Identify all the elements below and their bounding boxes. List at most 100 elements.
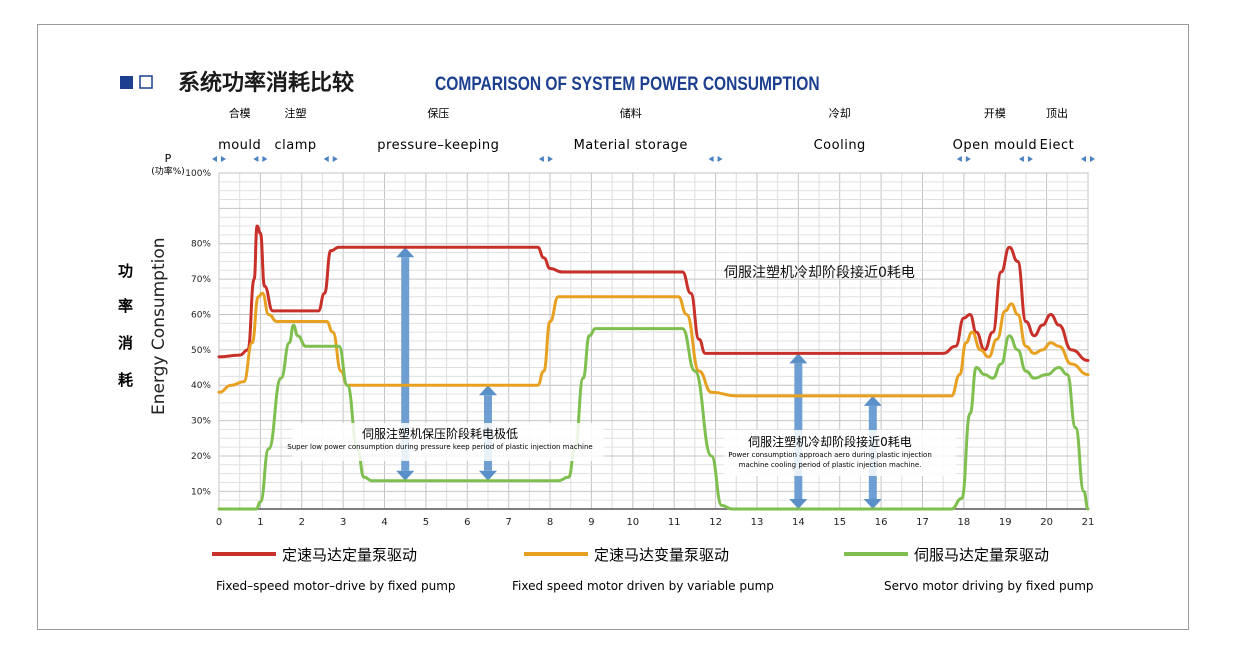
phase-boundary-marker bbox=[956, 156, 962, 162]
x-tick-label: 0 bbox=[216, 517, 222, 528]
cool-annotation-box: 伺服注塑机冷却阶段接近0耗电 Power consumption approac… bbox=[724, 430, 956, 476]
phase-boundary-marker bbox=[1090, 156, 1095, 162]
phase-boundary-marker bbox=[332, 156, 338, 162]
phase-label-cn: 注塑 bbox=[285, 106, 307, 120]
x-tick-label: 11 bbox=[668, 517, 681, 528]
phase-label-cn: 储料 bbox=[620, 106, 642, 120]
x-tick-label: 10 bbox=[626, 517, 639, 528]
phase-boundary-marker bbox=[212, 156, 217, 162]
cooling-note: 伺服注塑机冷却阶段接近0耗电 bbox=[724, 264, 915, 281]
x-tick-label: 9 bbox=[588, 517, 594, 528]
y-tick-label: 70% bbox=[191, 275, 211, 285]
phase-boundary-marker bbox=[323, 156, 329, 162]
x-tick-label: 3 bbox=[340, 517, 346, 528]
hold-box-bg bbox=[292, 423, 604, 461]
y-tick-label: 100% bbox=[185, 169, 211, 179]
arrow-cool-main-head-up bbox=[789, 353, 808, 364]
phase-boundary-marker bbox=[965, 156, 971, 162]
y-axis-label-cn: 功 率 消 耗 bbox=[118, 262, 133, 389]
y-label-cn-0: 功 bbox=[118, 262, 133, 280]
phase-label-en: Material storage bbox=[574, 138, 688, 153]
legend-item-fixed-fixed: 定速马达定量泵驱动 Fixed–speed motor–drive by fix… bbox=[212, 546, 456, 593]
phase-label-en: Cooling bbox=[814, 138, 866, 153]
phase-boundary-marker bbox=[708, 156, 714, 162]
y-tick-label: 40% bbox=[191, 381, 211, 391]
legend-en-0: Fixed–speed motor–drive by fixed pump bbox=[216, 579, 456, 593]
phase-label-en: Open mould bbox=[953, 138, 1038, 153]
x-tick-label: 8 bbox=[547, 517, 553, 528]
phase-boundary-marker bbox=[221, 156, 226, 162]
x-tick-label: 15 bbox=[833, 517, 846, 528]
x-tick-label: 2 bbox=[299, 517, 305, 528]
x-tick-label: 19 bbox=[999, 517, 1012, 528]
phase-label-en: pressure–keeping bbox=[377, 138, 499, 153]
phase-label-cn: 顶出 bbox=[1046, 106, 1068, 120]
phase-boundary-marker bbox=[1081, 156, 1086, 162]
y-tick-label: 80% bbox=[191, 240, 211, 250]
title-cn: 系统功率消耗比较 bbox=[178, 70, 354, 96]
arrow-hold-sub-head-down bbox=[478, 470, 497, 481]
phase-label-en: clamp bbox=[274, 138, 316, 153]
phase-boundary-marker bbox=[538, 156, 544, 162]
power-consumption-chart: 系统功率消耗比较 COMPARISON OF SYSTEM POWER CONS… bbox=[118, 70, 1095, 593]
y-tick-label: 50% bbox=[191, 346, 211, 356]
y-tick-label: 10% bbox=[191, 487, 211, 497]
legend-cn-0: 定速马达定量泵驱动 bbox=[282, 546, 417, 564]
hold-box-cn: 伺服注塑机保压阶段耗电极低 bbox=[362, 426, 518, 441]
legend-en-2: Servo motor driving by fixed pump bbox=[884, 579, 1094, 593]
x-tick-label: 1 bbox=[257, 517, 263, 528]
legend-cn-2: 伺服马达定量泵驱动 bbox=[914, 546, 1049, 564]
y-tick-label: 20% bbox=[191, 452, 211, 462]
phase-boundary-marker bbox=[1018, 156, 1024, 162]
y-tick-label: 60% bbox=[191, 310, 211, 320]
legend-en-1: Fixed speed motor driven by variable pum… bbox=[512, 579, 774, 593]
cool-box-en-1: Power consumption approach aero during p… bbox=[728, 451, 932, 459]
arrow-cool-sub-head-down bbox=[863, 499, 882, 509]
y-axis-unit: (功率%) bbox=[151, 165, 185, 177]
series-line-0 bbox=[217, 224, 1090, 362]
legend-cn-1: 定速马达变量泵驱动 bbox=[594, 546, 729, 564]
x-tick-label: 21 bbox=[1082, 517, 1095, 528]
cool-box-bg bbox=[724, 430, 956, 476]
phase-boundary-marker bbox=[547, 156, 553, 162]
filled-square-icon bbox=[120, 76, 133, 89]
series-lines bbox=[217, 224, 1090, 511]
x-tick-label: 12 bbox=[709, 517, 722, 528]
legend-item-servo-fixed: 伺服马达定量泵驱动 Servo motor driving by fixed p… bbox=[844, 546, 1094, 593]
x-tick-label: 16 bbox=[875, 517, 888, 528]
empty-square-icon bbox=[139, 75, 153, 89]
arrow-hold-sub-head-up bbox=[478, 385, 497, 396]
phase-labels: 合模 mould 注塑 clamp 保压 pressure–keeping 储料 Materi… bbox=[212, 106, 1095, 162]
phase-boundary-marker bbox=[253, 156, 259, 162]
x-tick-label: 17 bbox=[916, 517, 929, 528]
phase-label-en: Eiect bbox=[1040, 138, 1075, 153]
cool-box-cn: 伺服注塑机冷却阶段接近0耗电 bbox=[748, 434, 912, 449]
x-tick-label: 20 bbox=[1040, 517, 1053, 528]
phase-label-cn: 保压 bbox=[427, 106, 449, 120]
arrow-hold-main-head-up bbox=[396, 247, 415, 258]
series-line-1 bbox=[217, 291, 1090, 398]
legend: 定速马达定量泵驱动 Fixed–speed motor–drive by fix… bbox=[212, 546, 1094, 593]
hold-annotation-box: 伺服注塑机保压阶段耗电极低 Super low power consumptio… bbox=[287, 423, 604, 461]
arrow-hold-main-shaft bbox=[401, 257, 410, 471]
phase-boundary-marker bbox=[1027, 156, 1033, 162]
x-tick-label: 6 bbox=[464, 517, 470, 528]
x-tick-label: 14 bbox=[792, 517, 805, 528]
x-tick-label: 7 bbox=[505, 517, 511, 528]
x-tick-label: 18 bbox=[957, 517, 970, 528]
y-label-cn-3: 耗 bbox=[118, 371, 133, 389]
x-tick-label: 5 bbox=[423, 517, 429, 528]
phase-boundary-marker bbox=[262, 156, 268, 162]
phase-label-en: mould bbox=[218, 138, 261, 153]
y-axis-label-en: Energy Consumption bbox=[149, 237, 169, 415]
title-en: COMPARISON OF SYSTEM POWER CONSUMPTION bbox=[435, 73, 820, 95]
series-line-2 bbox=[217, 323, 1090, 511]
arrow-cool-sub-head-up bbox=[863, 395, 882, 406]
y-axis-top-label: P bbox=[165, 152, 172, 165]
cool-box-en-2: machine cooling period of plastic inject… bbox=[739, 461, 922, 469]
y-label-cn-1: 率 bbox=[118, 297, 133, 315]
legend-item-fixed-variable: 定速马达变量泵驱动 Fixed speed motor driven by va… bbox=[512, 546, 774, 593]
phase-label-cn: 合模 bbox=[229, 106, 251, 120]
x-tick-label: 13 bbox=[751, 517, 764, 528]
